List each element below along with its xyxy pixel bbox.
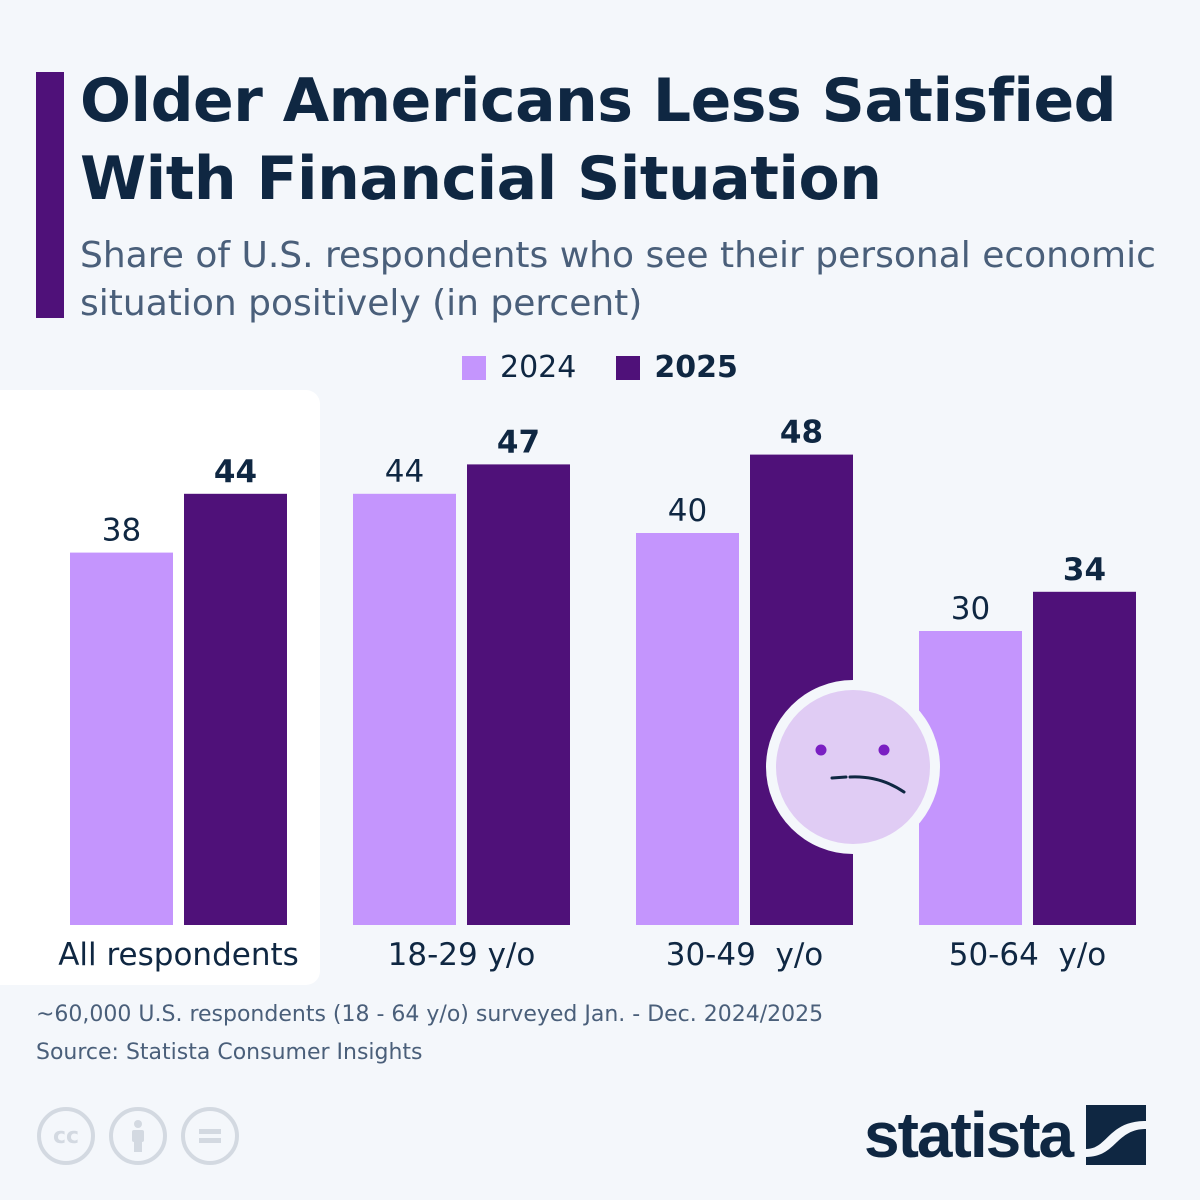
data-label-2025-1: 47 bbox=[497, 424, 540, 460]
category-label-3: 50-64 y/o bbox=[949, 937, 1107, 973]
sad-face-icon bbox=[776, 690, 930, 844]
data-label-2024-3: 30 bbox=[951, 591, 990, 627]
data-label-2024-2: 40 bbox=[668, 493, 707, 529]
data-label-2025-2: 48 bbox=[780, 415, 823, 451]
legend-item-2024: 2024 bbox=[462, 350, 576, 385]
face-left-eye bbox=[815, 744, 827, 756]
cc-icon[interactable]: cc bbox=[37, 1107, 95, 1165]
bar-2025-3 bbox=[1033, 591, 1136, 925]
chart-subtitle: Share of U.S. respondents who see their … bbox=[80, 235, 1156, 324]
data-label-2024-0: 38 bbox=[102, 513, 141, 549]
category-label-2: 30-49 y/o bbox=[666, 937, 824, 973]
statista-logo[interactable]: statista bbox=[864, 1098, 1147, 1172]
data-label-2025-3: 34 bbox=[1063, 552, 1106, 588]
bar-2025-1 bbox=[467, 464, 570, 925]
statista-logo-icon bbox=[1086, 1105, 1147, 1165]
bar-2024-1 bbox=[353, 493, 456, 925]
bar-2025-0 bbox=[184, 493, 287, 925]
data-label-2025-0: 44 bbox=[214, 454, 257, 490]
legend: 2024 2025 bbox=[462, 350, 778, 385]
title-accent-bar bbox=[36, 72, 64, 318]
statista-wordmark: statista bbox=[864, 1099, 1074, 1171]
no-derivatives-icon[interactable] bbox=[181, 1107, 239, 1165]
category-label-0: All respondents bbox=[58, 937, 299, 973]
bar-chart: 38 44 All respondents 44 47 18-29 y/o 40 48 30-4… bbox=[58, 415, 1136, 973]
category-label-1: 18-29 y/o bbox=[388, 937, 536, 973]
legend-label-2025: 2025 bbox=[654, 350, 738, 385]
source-note: Source: Statista Consumer Insights bbox=[36, 1040, 423, 1065]
bar-2024-2 bbox=[636, 533, 739, 925]
legend-item-2025: 2025 bbox=[616, 350, 738, 385]
data-label-2024-1: 44 bbox=[385, 454, 424, 490]
chart-title: Older Americans Less Satisfied With Fina… bbox=[80, 66, 1117, 214]
attribution-icon[interactable] bbox=[109, 1107, 167, 1165]
face-right-eye bbox=[878, 744, 890, 756]
bar-2024-0 bbox=[70, 552, 173, 925]
legend-swatch-2024 bbox=[462, 355, 486, 380]
legend-swatch-2025 bbox=[616, 355, 641, 380]
legend-label-2024: 2024 bbox=[500, 350, 577, 385]
survey-note: ~60,000 U.S. respondents (18 - 64 y/o) s… bbox=[36, 1002, 824, 1027]
face-mouth bbox=[830, 775, 906, 794]
